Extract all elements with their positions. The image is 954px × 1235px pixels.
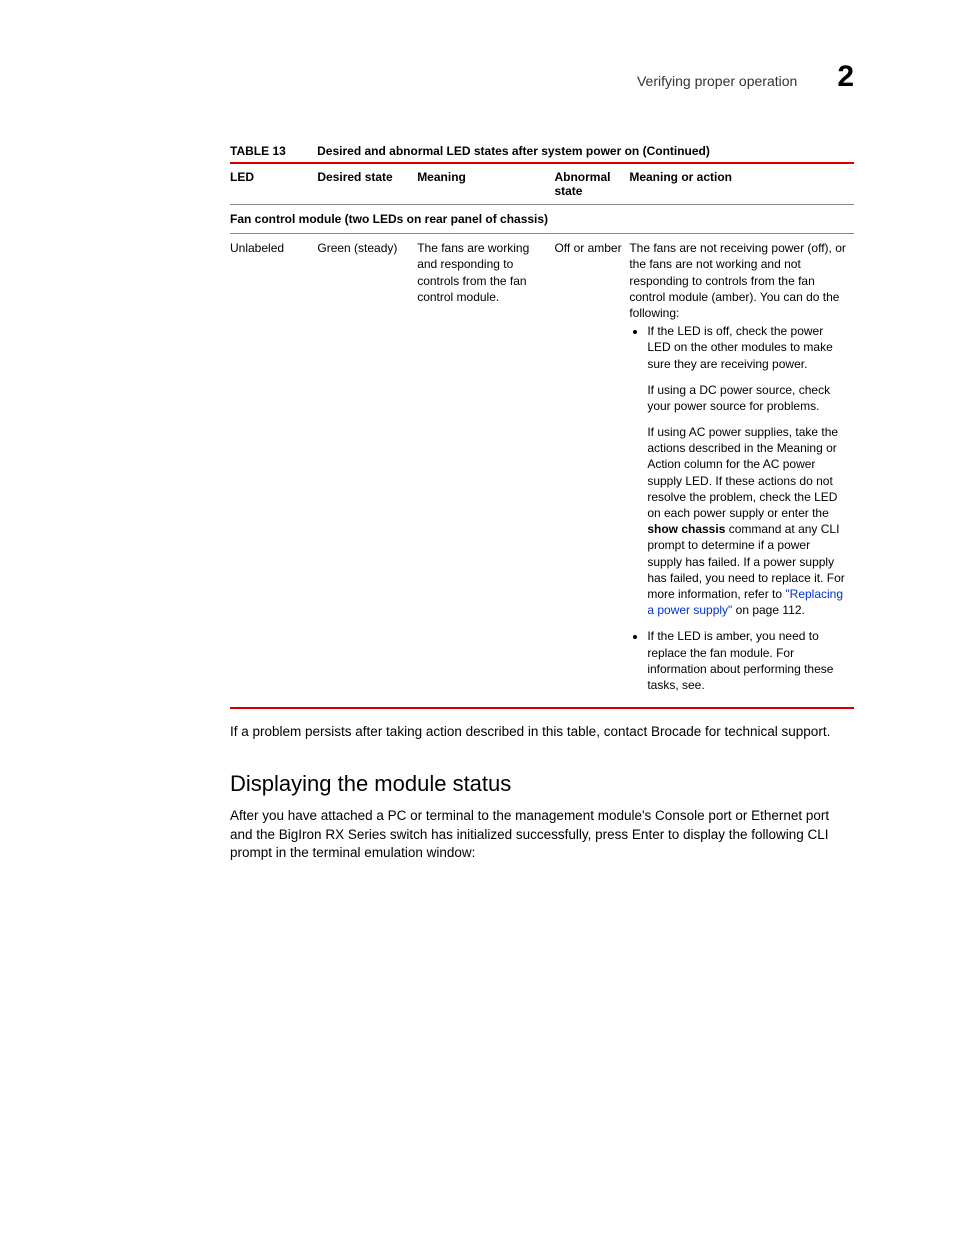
table-label: TABLE 13 — [230, 144, 286, 158]
table-description: Desired and abnormal LED states after sy… — [317, 144, 710, 158]
list-item: If the LED is off, check the power LED o… — [647, 323, 848, 618]
table-row: Unlabeled Green (steady) The fans are wo… — [230, 234, 854, 707]
page: Verifying proper operation 2 TABLE 13 De… — [0, 0, 954, 1235]
col-header-led: LED — [230, 163, 317, 205]
bullet2-text: If the LED is amber, you need to replace… — [647, 629, 833, 692]
bullet1-p2: If using a DC power source, check your p… — [647, 382, 848, 414]
bullet1-p3a: If using AC power supplies, take the act… — [647, 425, 838, 520]
bullet1-p3: If using AC power supplies, take the act… — [647, 424, 848, 618]
col-header-action: Meaning or action — [629, 163, 854, 205]
after-table-paragraph: If a problem persists after taking actio… — [230, 723, 854, 741]
led-states-table: LED Desired state Meaning Abnormal state… — [230, 162, 854, 709]
cli-command: show chassis — [647, 522, 725, 536]
table-section-row: Fan control module (two LEDs on rear pan… — [230, 205, 854, 234]
bullet1-p3c: on page 112. — [732, 603, 805, 617]
cell-led: Unlabeled — [230, 234, 317, 707]
cell-desired: Green (steady) — [317, 234, 417, 707]
chapter-number: 2 — [837, 60, 854, 94]
action-intro: The fans are not receiving power (off), … — [629, 241, 846, 320]
table-caption: TABLE 13 Desired and abnormal LED states… — [230, 144, 854, 158]
table-header-row: LED Desired state Meaning Abnormal state… — [230, 163, 854, 205]
table-end-rule — [230, 707, 854, 708]
col-header-meaning: Meaning — [417, 163, 554, 205]
col-header-abnormal: Abnormal state — [554, 163, 629, 205]
running-header: Verifying proper operation 2 — [230, 60, 854, 94]
cell-meaning: The fans are working and responding to c… — [417, 234, 554, 707]
cell-abnormal: Off or amber — [554, 234, 629, 707]
section-heading: Displaying the module status — [230, 771, 854, 797]
running-title: Verifying proper operation — [637, 73, 797, 89]
action-bullet-list: If the LED is off, check the power LED o… — [629, 323, 848, 693]
table-section-title: Fan control module (two LEDs on rear pan… — [230, 205, 854, 234]
col-header-desired: Desired state — [317, 163, 417, 205]
section-body-paragraph: After you have attached a PC or terminal… — [230, 807, 854, 862]
cell-action: The fans are not receiving power (off), … — [629, 234, 854, 707]
bullet1-p1: If the LED is off, check the power LED o… — [647, 323, 848, 372]
list-item: If the LED is amber, you need to replace… — [647, 628, 848, 693]
